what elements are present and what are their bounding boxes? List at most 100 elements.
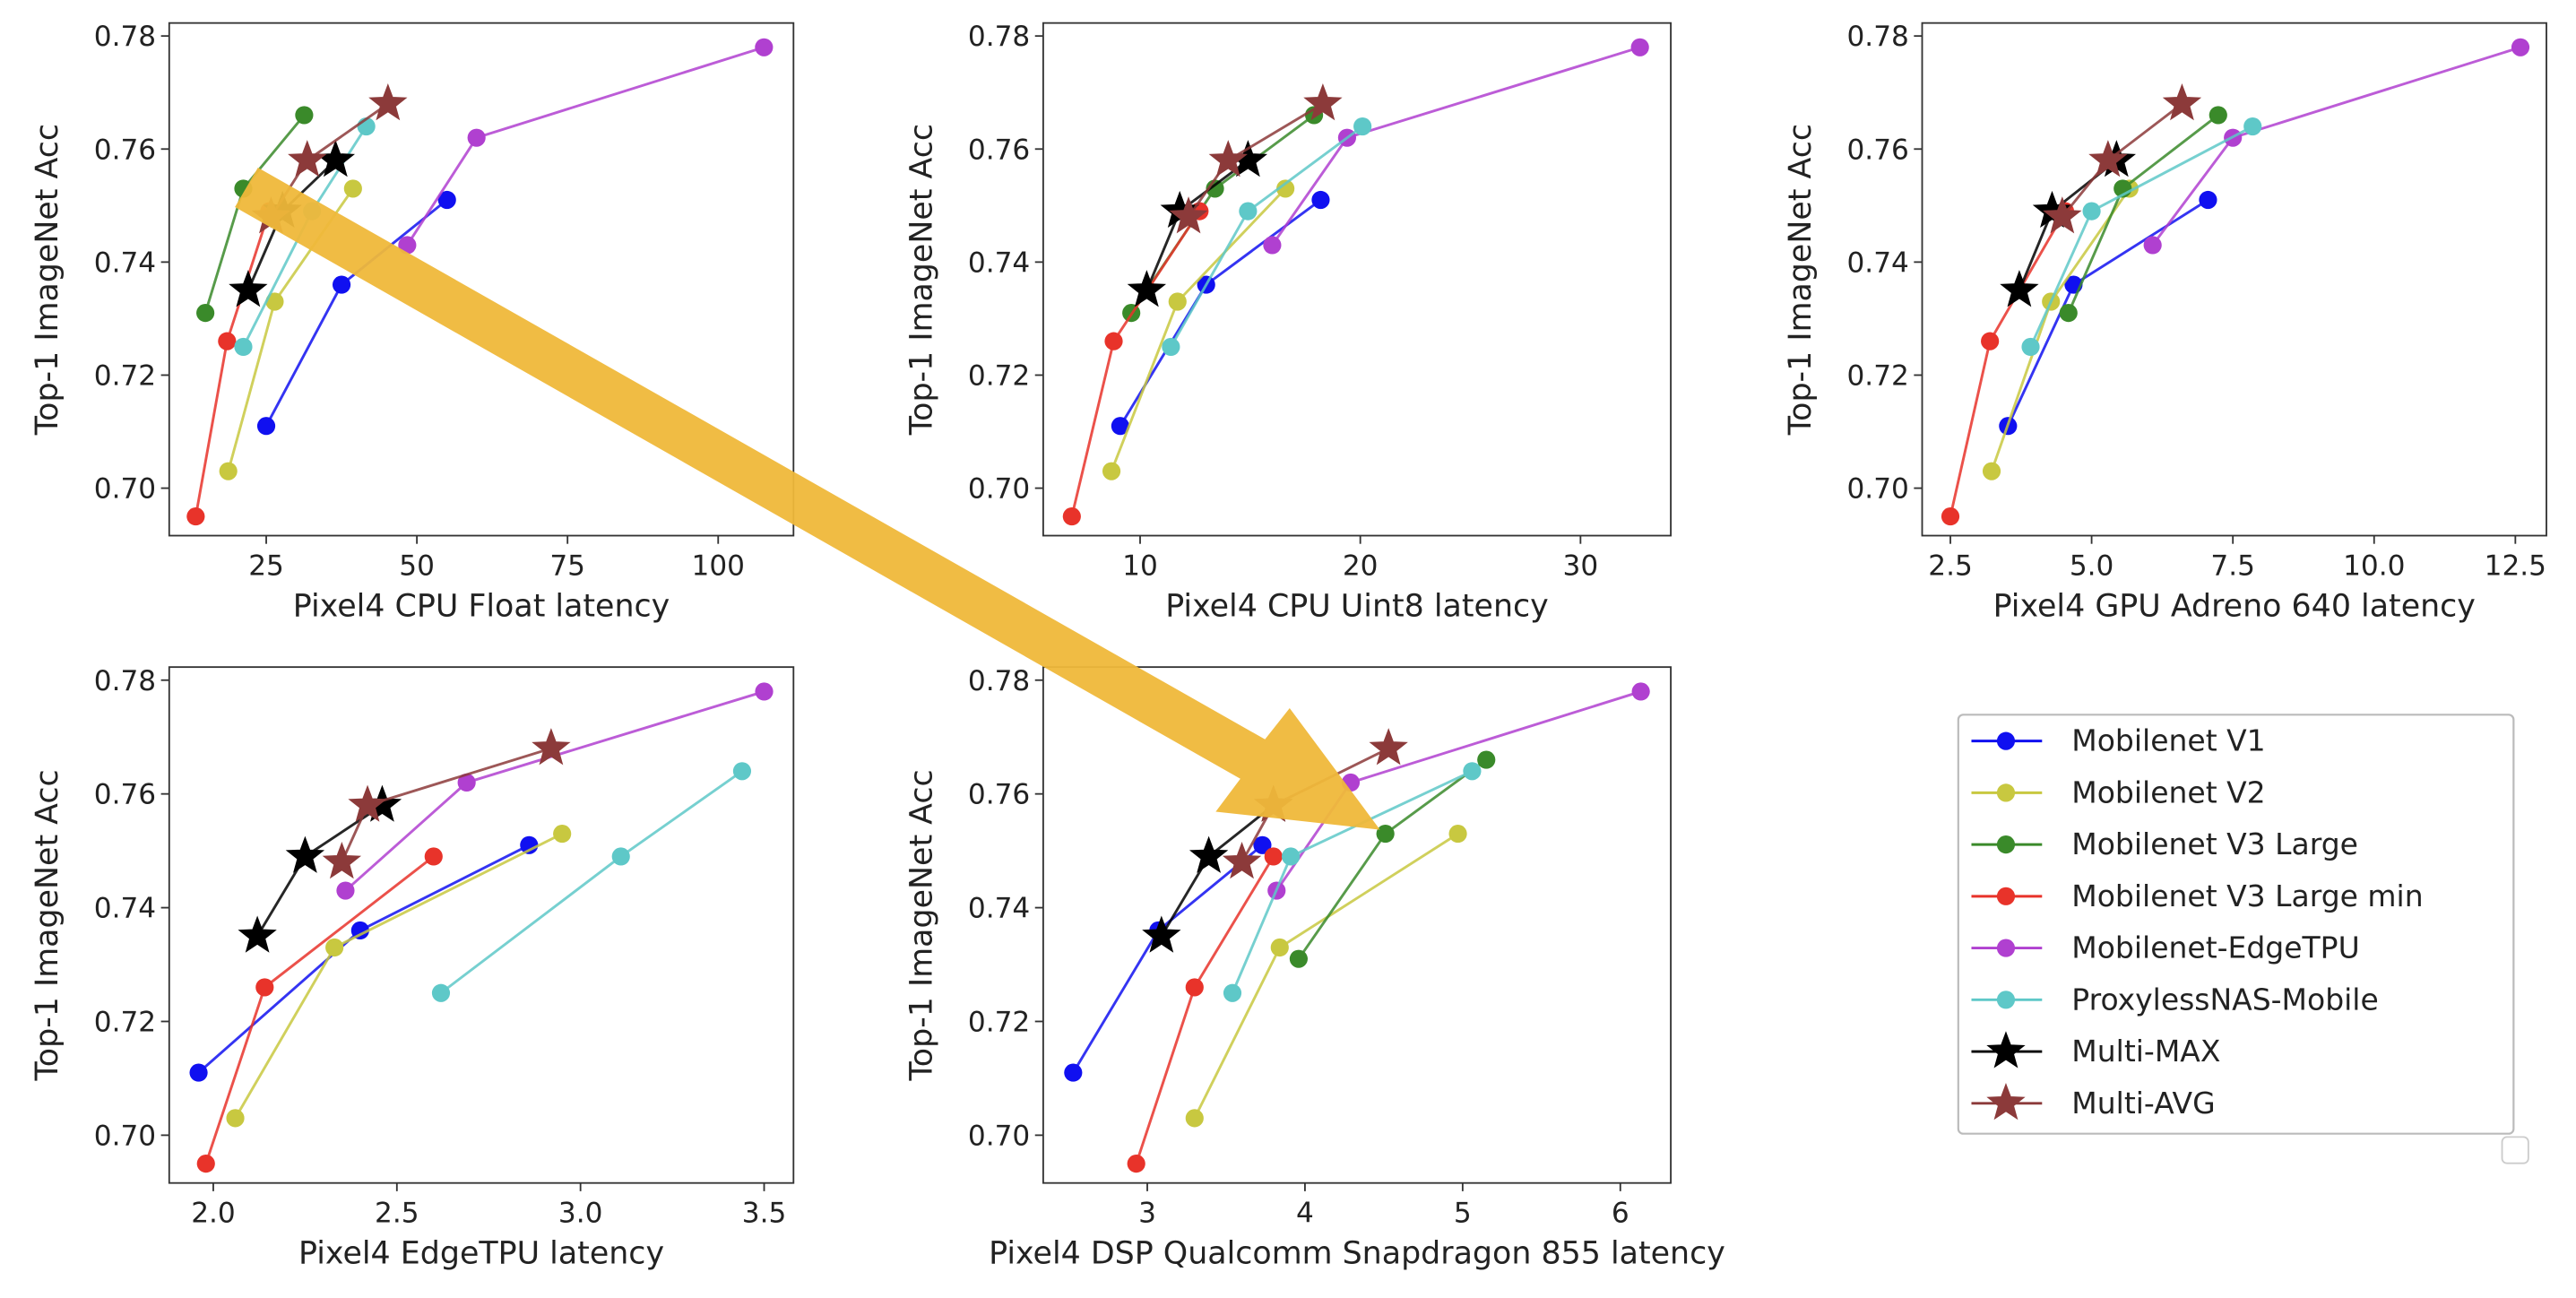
point [1185, 1109, 1204, 1128]
x-tick-label: 6 [1612, 1198, 1629, 1230]
x-tick-label: 10.0 [2343, 550, 2405, 583]
point [295, 106, 314, 125]
point [1127, 1155, 1145, 1173]
point [343, 179, 362, 198]
point [1289, 949, 1308, 968]
point [1376, 825, 1395, 844]
point [1264, 847, 1283, 866]
point [1631, 682, 1650, 701]
series-line [1070, 210, 1201, 517]
axes-frame [168, 22, 795, 537]
y-tick-label: 0.78 [94, 665, 156, 697]
series-line [406, 46, 765, 247]
legend-label: Multi-MAX [2071, 1034, 2220, 1069]
y-tick-label: 0.76 [94, 134, 156, 166]
y-tick-label: 0.70 [968, 473, 1030, 506]
point [1062, 507, 1081, 526]
point [2243, 117, 2262, 136]
star-marker [2088, 140, 2128, 177]
point [520, 835, 539, 854]
star-marker [1303, 83, 1343, 121]
series-line [1119, 198, 1322, 427]
star-marker [316, 140, 356, 177]
legend-label: Mobilenet V2 [2071, 774, 2265, 809]
legend-label: Mobilenet V3 Large min [2071, 878, 2423, 913]
point [1168, 292, 1187, 311]
series-line [1271, 46, 1641, 247]
x-tick-label: 5 [1454, 1198, 1472, 1230]
subplot: 0.70 0.72 0.74 0.76 0.78 3 4 5 6 Pixel4 DSP Qualc… [903, 665, 1725, 1272]
point [325, 938, 344, 957]
y-tick-label: 0.70 [1846, 473, 1908, 506]
x-tick-label: 75 [549, 550, 585, 583]
point [1282, 847, 1301, 866]
x-tick-label: 5.0 [2070, 550, 2114, 583]
point [1311, 190, 1330, 210]
axes-frame [1042, 666, 1672, 1184]
point [1239, 202, 1258, 221]
point [398, 236, 417, 255]
point [1102, 462, 1121, 480]
point [467, 128, 486, 147]
x-tick-label: 2.5 [375, 1198, 419, 1230]
star-marker [288, 140, 327, 177]
point [424, 847, 443, 866]
legend-marker [1996, 939, 2016, 957]
y-tick-label: 0.76 [968, 779, 1030, 811]
series-line [2151, 46, 2521, 247]
legend-label: Mobilenet-EdgeTPU [2071, 930, 2359, 965]
series-line [1170, 125, 1363, 348]
subplot: 0.70 0.72 0.74 0.76 0.78 2.5 5.0 7.5 10.0 12.5 Pix… [1783, 21, 2547, 624]
subplot: 0.70 0.72 0.74 0.76 0.78 2.0 2.5 3.0 3.5 Pixel4 E… [30, 665, 795, 1272]
point [1223, 983, 1242, 1002]
star-marker [1142, 915, 1181, 953]
series-line [440, 770, 743, 994]
highlight-arrow [235, 167, 1380, 830]
point [1162, 337, 1180, 357]
point [350, 921, 369, 940]
y-tick-label: 0.76 [94, 779, 156, 811]
y-tick-label: 0.78 [94, 21, 156, 53]
legend-marker [1996, 731, 2016, 750]
point [234, 337, 253, 357]
subplot: 0.70 0.72 0.74 0.76 0.78 10 20 30 Pixel4 CPU Uin… [903, 21, 1672, 624]
y-axis-label: Top-1 ImageNet Acc [903, 124, 939, 436]
point [437, 190, 456, 210]
star-marker [1369, 728, 1408, 766]
point [2059, 304, 2078, 323]
series-line [1129, 114, 1315, 314]
point [1263, 236, 1282, 255]
x-tick-label: 25 [248, 550, 284, 583]
point [196, 1155, 215, 1173]
x-axis-label: Pixel4 GPU Adreno 640 latency [1993, 588, 2476, 624]
star-marker [1169, 196, 1208, 234]
point [196, 304, 215, 323]
legend-marker [1996, 887, 2016, 905]
y-tick-label: 0.74 [94, 247, 156, 279]
point [732, 762, 752, 781]
point [1463, 762, 1482, 781]
point [332, 275, 351, 294]
point [256, 417, 276, 436]
y-tick-label: 0.74 [968, 247, 1030, 279]
x-axis-label: Pixel4 EdgeTPU latency [298, 1236, 664, 1272]
point [1111, 417, 1129, 436]
x-axis-label: Pixel4 CPU Float latency [293, 588, 670, 624]
x-axis-label: Pixel4 CPU Uint8 latency [1165, 588, 1549, 624]
series-line [1193, 832, 1459, 1120]
legend-marker [1996, 783, 2016, 802]
point [1981, 332, 2000, 350]
point [1064, 1063, 1083, 1082]
star-marker [1189, 835, 1229, 873]
y-tick-label: 0.70 [968, 1120, 1030, 1152]
star-marker [322, 842, 362, 879]
star-marker [229, 270, 268, 307]
point [1982, 462, 2001, 480]
legend-marker [1986, 1083, 2026, 1121]
y-tick-label: 0.78 [968, 665, 1030, 697]
point [431, 983, 451, 1002]
point [1448, 825, 1467, 844]
y-tick-label: 0.74 [968, 893, 1030, 925]
point [1253, 835, 1272, 854]
